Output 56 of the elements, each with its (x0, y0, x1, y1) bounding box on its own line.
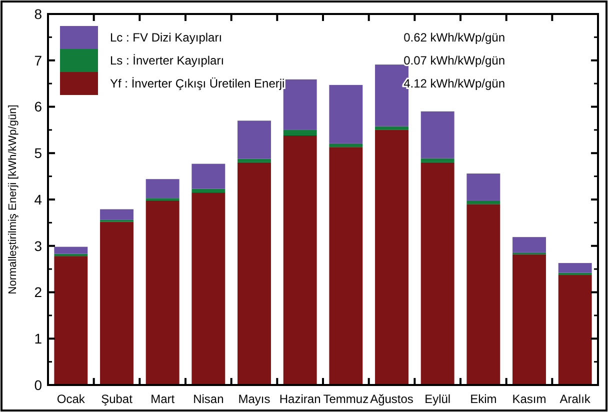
annotation: 0.62 kWh/kWp/gün (404, 30, 505, 45)
legend-label: Lc : FV Dizi Kayıpları (110, 30, 222, 45)
bar (558, 263, 592, 273)
y-tick-label: 6 (34, 98, 42, 115)
y-tick-label: 1 (34, 330, 42, 347)
x-tick-label: Mart (150, 392, 176, 406)
legend-label: Ls : İnverter Kayıpları (110, 54, 224, 68)
x-tick-label: Kasım (512, 392, 546, 406)
bar (192, 188, 226, 193)
bar (283, 136, 317, 385)
bar (375, 126, 408, 130)
annotation: 0.07 kWh/kWp/gün (404, 54, 505, 68)
bar (512, 254, 546, 385)
y-tick-label: 4 (34, 191, 42, 208)
bar (238, 162, 271, 385)
bar (329, 84, 363, 144)
x-tick-label: Şubat (101, 392, 134, 406)
x-tick-label: Ağustos (370, 392, 414, 406)
bar (192, 192, 226, 385)
bar (420, 162, 454, 385)
bar (329, 147, 363, 385)
bar (375, 130, 408, 385)
bar (100, 222, 134, 385)
bar (283, 79, 317, 130)
x-tick-label: Eylül (424, 392, 451, 406)
bar (54, 246, 88, 254)
x-tick-label: Haziran (279, 392, 321, 406)
bar (466, 204, 500, 385)
y-tick-label: 2 (34, 284, 42, 300)
y-tick-label: 7 (34, 52, 42, 68)
x-tick-label: Temmuz (323, 392, 369, 406)
bar (558, 274, 592, 385)
bar (466, 200, 500, 204)
x-tick-label: Aralık (560, 392, 592, 406)
x-tick-label: Nisan (193, 392, 224, 406)
bar (238, 120, 271, 159)
y-tick-label: 3 (34, 238, 42, 254)
bar (283, 130, 317, 136)
bar (329, 143, 363, 148)
bar (512, 237, 546, 252)
bar (54, 256, 88, 385)
bar (420, 158, 454, 162)
y-tick-label: 5 (34, 145, 42, 162)
y-axis-title: Normalleştirilmiş Enerji [kWh/kWp/gün] (7, 104, 19, 294)
y-tick-label: 8 (34, 6, 42, 22)
bar (192, 164, 226, 189)
bar (466, 174, 500, 200)
x-tick-label: Ocak (56, 392, 86, 406)
bar (238, 158, 271, 162)
y-tick-label: 0 (34, 376, 42, 393)
x-tick-label: Ekim (470, 392, 497, 406)
bar (146, 179, 180, 198)
bar (420, 111, 454, 158)
bar (146, 200, 180, 385)
x-tick-label: Mayıs (238, 392, 270, 406)
bar (100, 209, 134, 220)
